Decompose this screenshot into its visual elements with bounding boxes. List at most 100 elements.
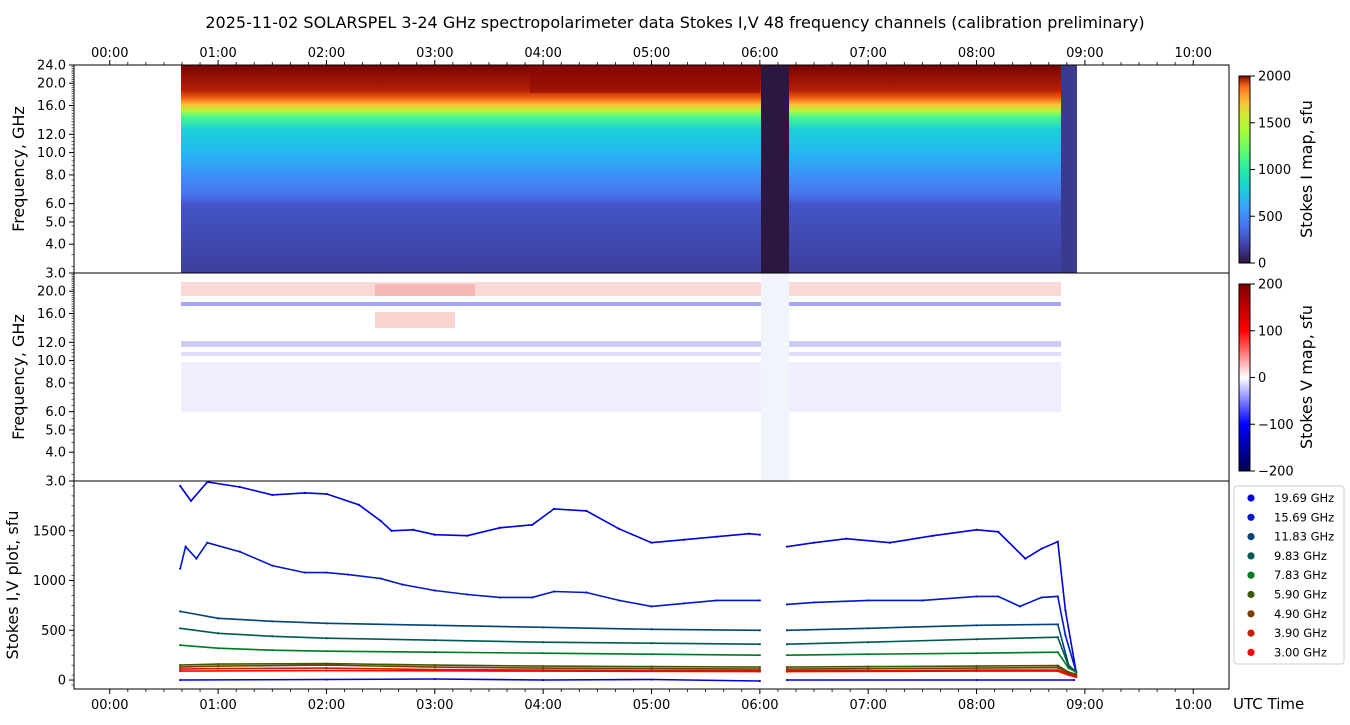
stokes-v-band [181, 362, 1061, 412]
legend-label: 9.83 GHz [1274, 549, 1327, 563]
series-point [179, 667, 182, 671]
top-time-tick-label: 09:00 [1066, 46, 1103, 61]
series-point [975, 624, 978, 627]
series-point [845, 537, 848, 540]
series-point [785, 643, 789, 646]
series-point [179, 627, 182, 630]
series-point [1056, 540, 1059, 543]
series-point [758, 533, 761, 536]
series-point [785, 629, 789, 632]
series-point [217, 632, 220, 635]
series-line [180, 627, 760, 645]
series-point [1064, 634, 1067, 637]
series-point [758, 666, 761, 669]
stokes-v-colorbar-label: Stokes V map, sfu [1297, 305, 1316, 449]
series-point [542, 652, 545, 655]
series-point [357, 503, 361, 506]
series-point [379, 577, 382, 580]
series-point [271, 564, 274, 567]
legend-marker [1247, 533, 1255, 541]
bottom-time-tick-label: 02:00 [308, 698, 345, 713]
series-point [1067, 667, 1070, 670]
stokes-i-colorbar-fill [1238, 75, 1251, 264]
series-point [531, 523, 534, 526]
freq-tick-label: 24.0 [37, 59, 66, 74]
series-point [617, 599, 621, 602]
freq-tick-label: 12.0 [37, 336, 66, 351]
series-point [325, 637, 328, 640]
colorbar-tick-label: 200 [1258, 278, 1283, 293]
series-line [786, 669, 1077, 677]
freq-tick-label: 8.0 [45, 376, 66, 391]
series-point [412, 528, 415, 531]
legend-marker [1247, 648, 1255, 657]
series-line [786, 595, 1077, 673]
legend-label: 3.00 GHz [1274, 645, 1327, 659]
series-point [433, 651, 436, 654]
bottom-time-tick-label: 04:00 [524, 698, 561, 713]
series-point [650, 653, 653, 656]
series-point [975, 638, 978, 641]
freq-tick-label: 3.0 [45, 475, 66, 490]
freq-tick-label: 10.0 [37, 146, 66, 161]
series-point [390, 529, 393, 532]
series-point [682, 538, 686, 541]
series-point [758, 629, 761, 632]
stokes-i-gap-band [761, 65, 789, 273]
stokes-v-colorbar-fill [1238, 283, 1251, 472]
top-time-tick-label: 06:00 [741, 46, 778, 61]
stokes-i-panel: 3.0 4.0 5.0 6.0 8.0 10.0 12.0 16.0 20.0 24.0 Freq… [9, 59, 1230, 282]
bottom-time-tick-label: 07:00 [849, 698, 886, 713]
series-point [1075, 670, 1078, 674]
series-point [975, 528, 978, 531]
series-point [217, 647, 220, 650]
colorbar-tick-label: 0 [1258, 371, 1266, 386]
stokes-v-band [375, 284, 475, 296]
series-point [997, 595, 1000, 598]
series-line [786, 666, 1077, 676]
series-point [1056, 595, 1059, 598]
series-point [888, 541, 891, 544]
stokes-v-colorbar-ticks: 200 100 0 −100 −200 [1250, 278, 1294, 480]
series-point [867, 665, 870, 668]
top-time-tick-label: 07:00 [849, 46, 886, 61]
series-point [785, 603, 789, 606]
series-point [179, 484, 182, 488]
series-point [195, 557, 198, 560]
series-point [542, 678, 545, 682]
series-point [542, 641, 545, 644]
bottom-time-axis: 00:00 01:00 02:00 03:00 04:00 05:00 06:00 07:00… [91, 689, 1212, 713]
stokes-i-ylabel: Frequency, GHz [9, 106, 28, 232]
stokes-i-spectrum-band [789, 65, 1061, 273]
series-point [1056, 664, 1059, 667]
series-point [325, 678, 328, 681]
series-point [271, 649, 274, 652]
freq-tick-label: 4.0 [45, 446, 66, 461]
stokes-i-colorbar-label: Stokes I map, sfu [1297, 100, 1316, 238]
series-point [1056, 666, 1059, 669]
series-point [1056, 651, 1059, 654]
series-point [271, 493, 274, 497]
series-point [189, 499, 193, 503]
series-point [715, 535, 718, 538]
series-point [1018, 605, 1021, 608]
colorbar-tick-label: 1500 [1258, 116, 1291, 131]
colorbar-tick-label: 100 [1258, 324, 1283, 339]
series-point [206, 480, 209, 484]
series-point [542, 667, 545, 670]
legend-label: 4.90 GHz [1274, 607, 1327, 621]
freq-tick-label: 3.0 [45, 267, 66, 282]
series-point [217, 617, 220, 620]
series-point [1056, 669, 1059, 673]
series-point [433, 639, 436, 642]
series-point [552, 507, 556, 510]
series-point [585, 591, 588, 594]
freq-tick-label: 8.0 [45, 168, 66, 183]
series-point [325, 571, 328, 574]
freq-tick-label: 6.0 [45, 405, 66, 420]
series-point [347, 573, 350, 576]
series-point [785, 670, 789, 673]
bottom-time-tick-label: 10:00 [1175, 698, 1212, 713]
x-axis-label: UTC Time [1233, 695, 1304, 713]
series-point [650, 605, 653, 608]
